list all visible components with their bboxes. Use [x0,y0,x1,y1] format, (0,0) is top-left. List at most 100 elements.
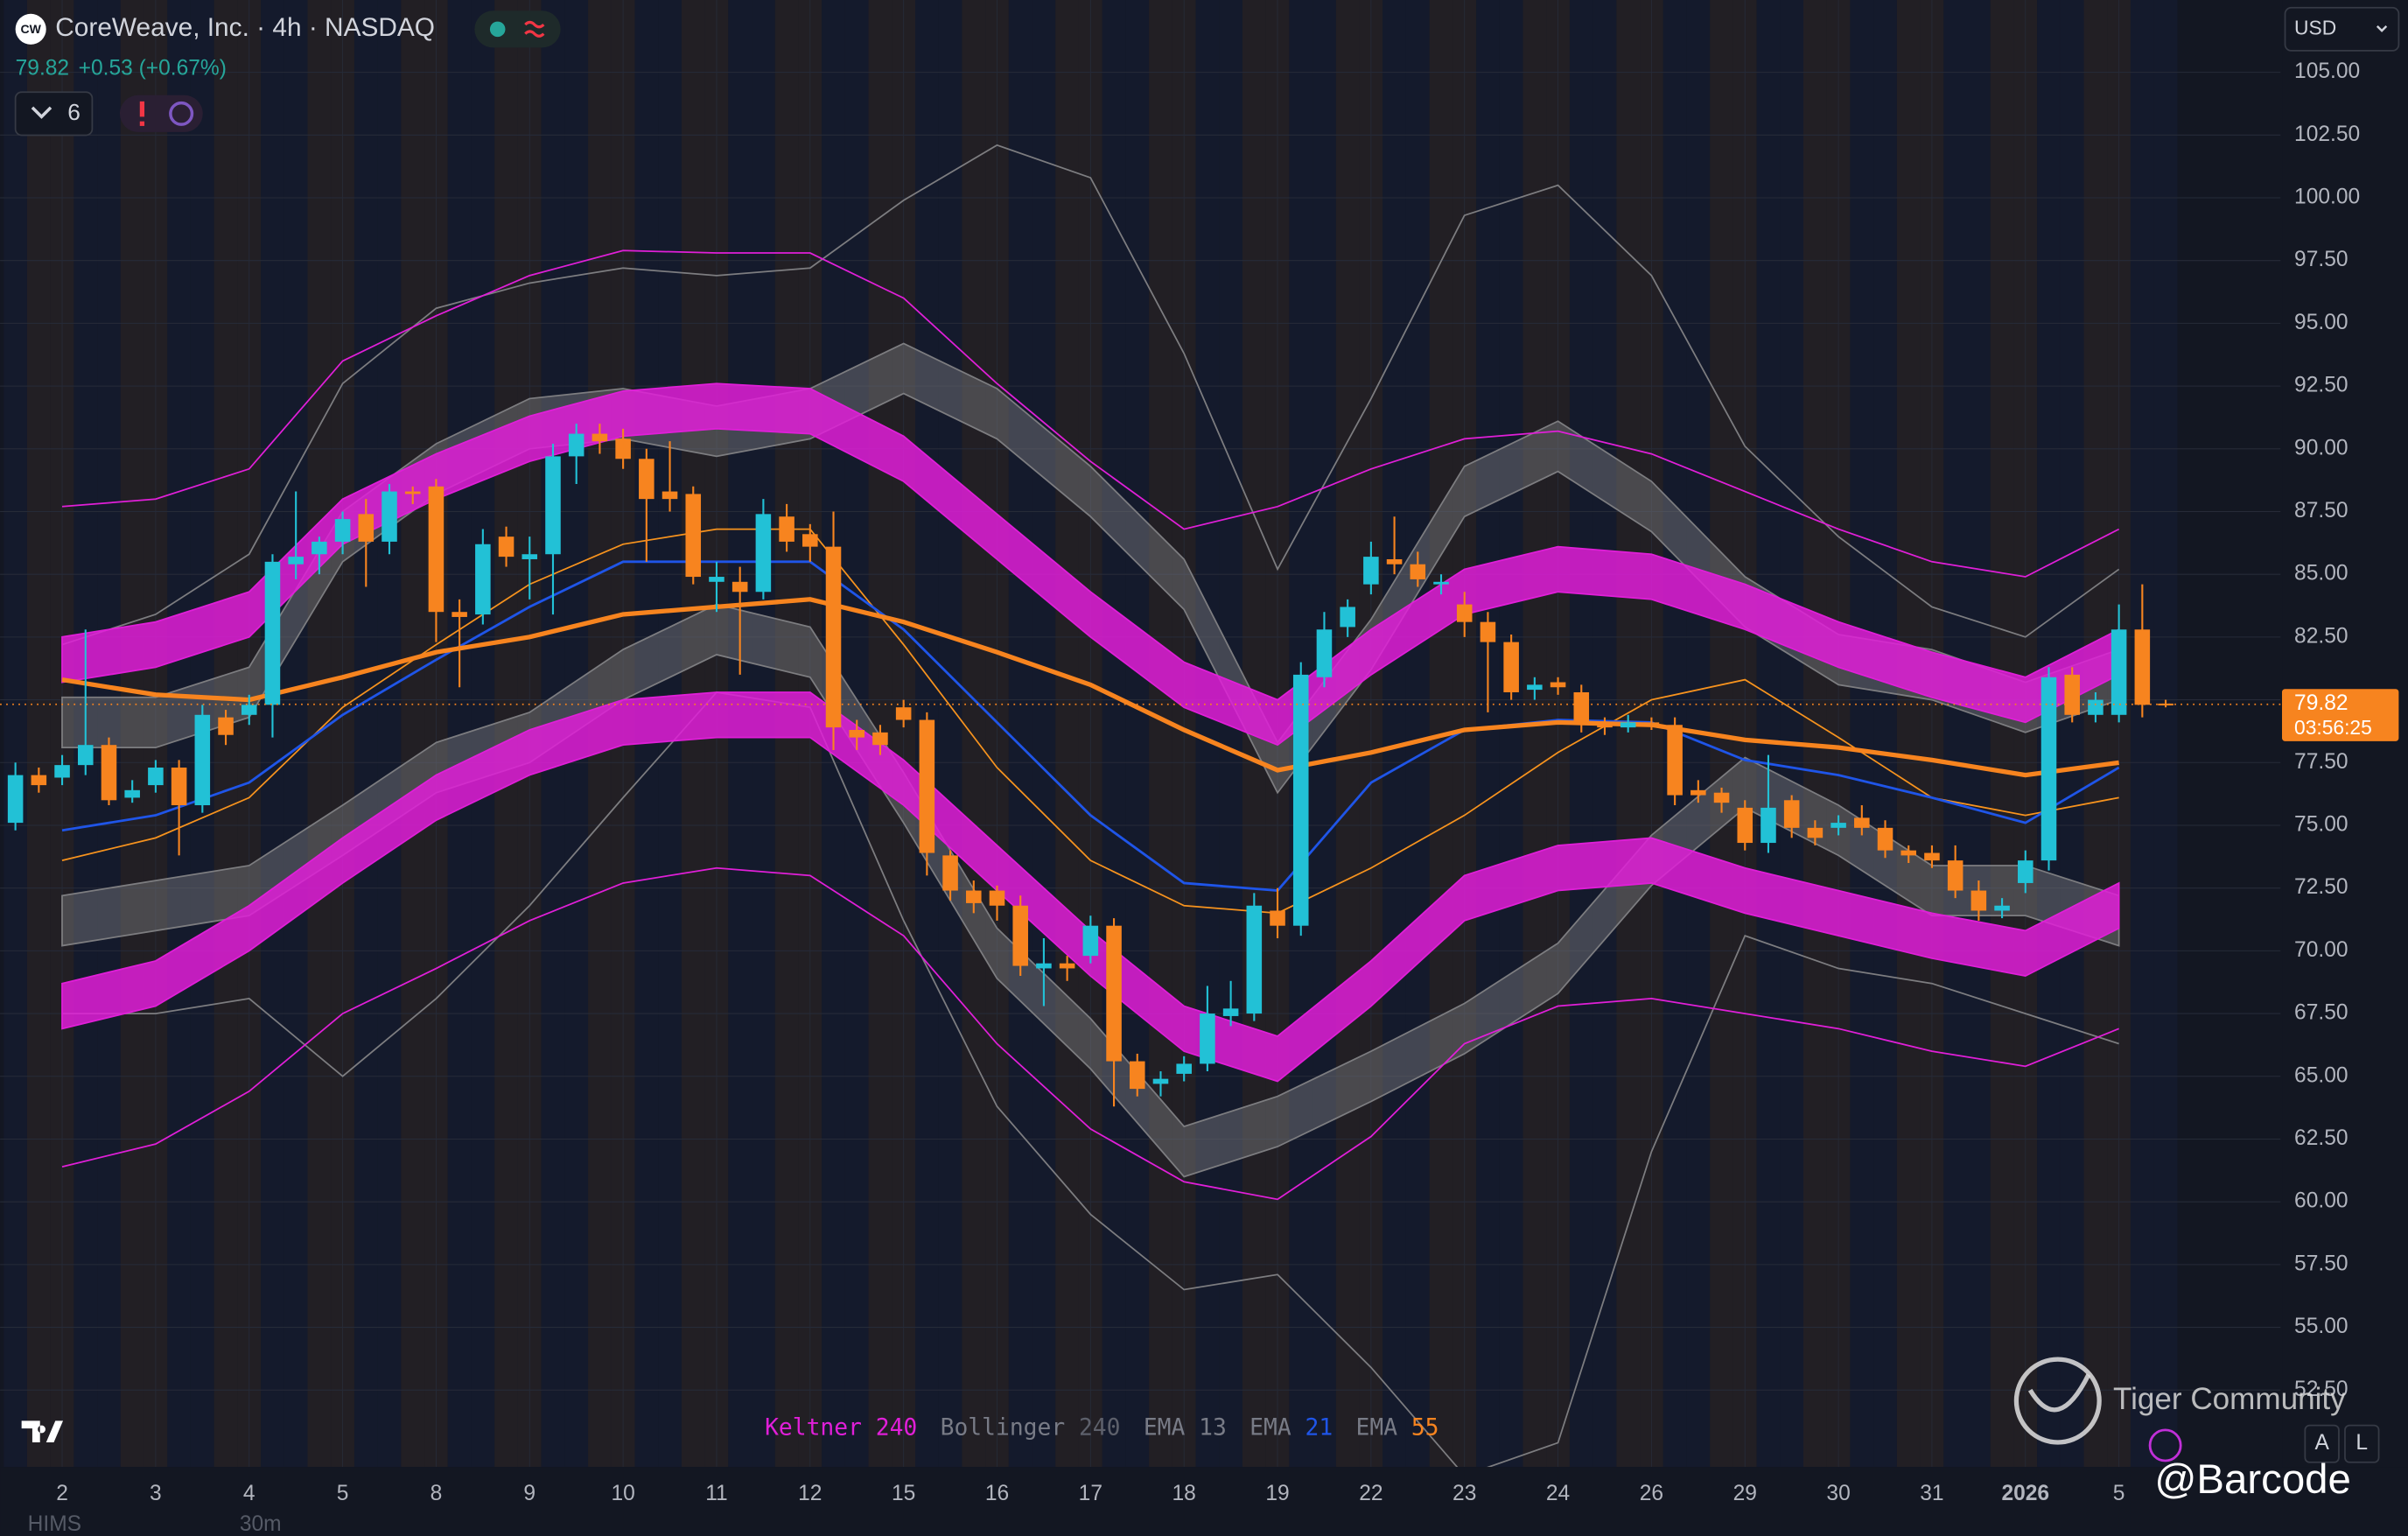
session-band [1312,0,1336,1468]
candle-body [662,491,678,500]
auto-scale-button[interactable] [2304,1424,2340,1463]
candle-body [1550,682,1566,688]
session-band [1102,0,1126,1468]
alert-pill[interactable] [119,95,203,132]
legend-name[interactable]: Keltner [765,1415,862,1441]
candle-body [1597,722,1613,728]
time-axis-bg [0,1467,2408,1536]
legend-length[interactable]: 240 [1079,1415,1121,1441]
y-tick-label: 82.50 [2294,624,2348,648]
header: CW CoreWeave, Inc. · 4h · NASDAQ 79.82 +… [14,6,2400,137]
legend-length[interactable]: 13 [1199,1415,1227,1441]
candle-body [825,546,842,728]
legend-length[interactable]: 21 [1306,1415,1334,1441]
currency-button[interactable] [2284,6,2400,52]
session-band [1967,0,1991,1468]
y-tick-label: 85.00 [2294,562,2348,586]
candle-body [54,765,70,778]
sync-icon [169,101,194,126]
candle-body [2064,674,2080,715]
session-band [1055,0,1079,1468]
candle-body [1456,604,1473,622]
candle-body [1947,860,1964,891]
status-pill[interactable] [474,11,561,48]
logo [15,13,46,45]
session-band [1195,0,1220,1468]
session-band [377,0,402,1468]
candle-body [1129,1061,1145,1090]
candle-body [1036,963,1052,969]
log-scale-button[interactable] [2344,1424,2380,1463]
session-band [2060,0,2084,1468]
candle-body [545,456,561,555]
x-tick-label: 5 [2113,1482,2125,1505]
indicator-toggle[interactable] [14,91,94,137]
y-tick-label: 100.00 [2294,185,2360,208]
candle-body [1059,963,1075,969]
last-price-tag [2282,689,2399,741]
x-tick-label: 15 [892,1482,915,1505]
session-band [354,0,378,1468]
session-band [447,0,472,1468]
x-tick-label: 31 [1920,1482,1943,1505]
candle-body [755,514,772,593]
ema-line [61,528,2119,915]
candle-body [334,519,351,542]
watermark-logo [2013,1357,2102,1445]
y-tick-label: 77.50 [2294,750,2348,774]
y-tick-label: 92.50 [2294,374,2348,397]
indicator-count: 6 [67,99,80,125]
x-tick-label: 26 [1640,1482,1663,1505]
legend-length[interactable]: 240 [876,1415,918,1441]
candle-body [124,789,140,798]
candle-body [1082,925,1099,957]
flash-icon[interactable] [2148,1428,2182,1462]
candle-body [241,705,257,715]
currency-chevron [2376,25,2388,32]
tradingview-logo [21,1420,64,1442]
candle-body [475,544,491,615]
candle-body [2088,699,2104,715]
indicator-line [61,866,2119,1201]
candle-body [452,612,467,617]
candle-body [1176,1063,1192,1074]
legend-name[interactable]: Bollinger [941,1415,1066,1441]
session-band [1405,0,1430,1468]
session-band [1896,0,1921,1468]
candle-body [1270,910,1285,926]
candle-body [1410,564,1426,579]
candle-body [2134,629,2151,705]
candle-body [2110,629,2127,715]
legend-name[interactable]: EMA [1250,1415,1292,1441]
candle-body [522,554,538,559]
legend-name[interactable]: EMA [1356,1415,1398,1441]
x-tick-label: 23 [1452,1482,1476,1505]
legend-name[interactable]: EMA [1144,1415,1186,1441]
watermark: Tiger Community [2113,1382,2346,1416]
y-tick-label: 87.50 [2294,499,2348,523]
alert-icon [139,101,145,117]
candle-body [1737,807,1754,844]
candle-body [709,577,724,582]
x-tick-label: 29 [1733,1482,1757,1505]
indicator-band [61,691,2120,1083]
session-band [26,0,51,1468]
legend-length[interactable]: 55 [1411,1415,1439,1441]
session-band [1850,0,1874,1468]
candle-body [919,719,935,853]
y-tick-label: 60.00 [2294,1189,2348,1213]
candle-body [1713,792,1730,803]
candle-body [1643,722,1660,726]
candle-body [1854,817,1870,828]
y-tick-label: 70.00 [2294,938,2348,962]
y-tick-label: 52.50 [2294,1378,2348,1401]
session-band [4,0,27,1468]
x-tick-label: 12 [798,1482,822,1505]
candle-body [171,768,187,806]
candle-body [942,855,958,891]
session-band [494,0,518,1468]
watermark-logo-mark [2027,1373,2091,1413]
indicators [61,144,2120,1476]
